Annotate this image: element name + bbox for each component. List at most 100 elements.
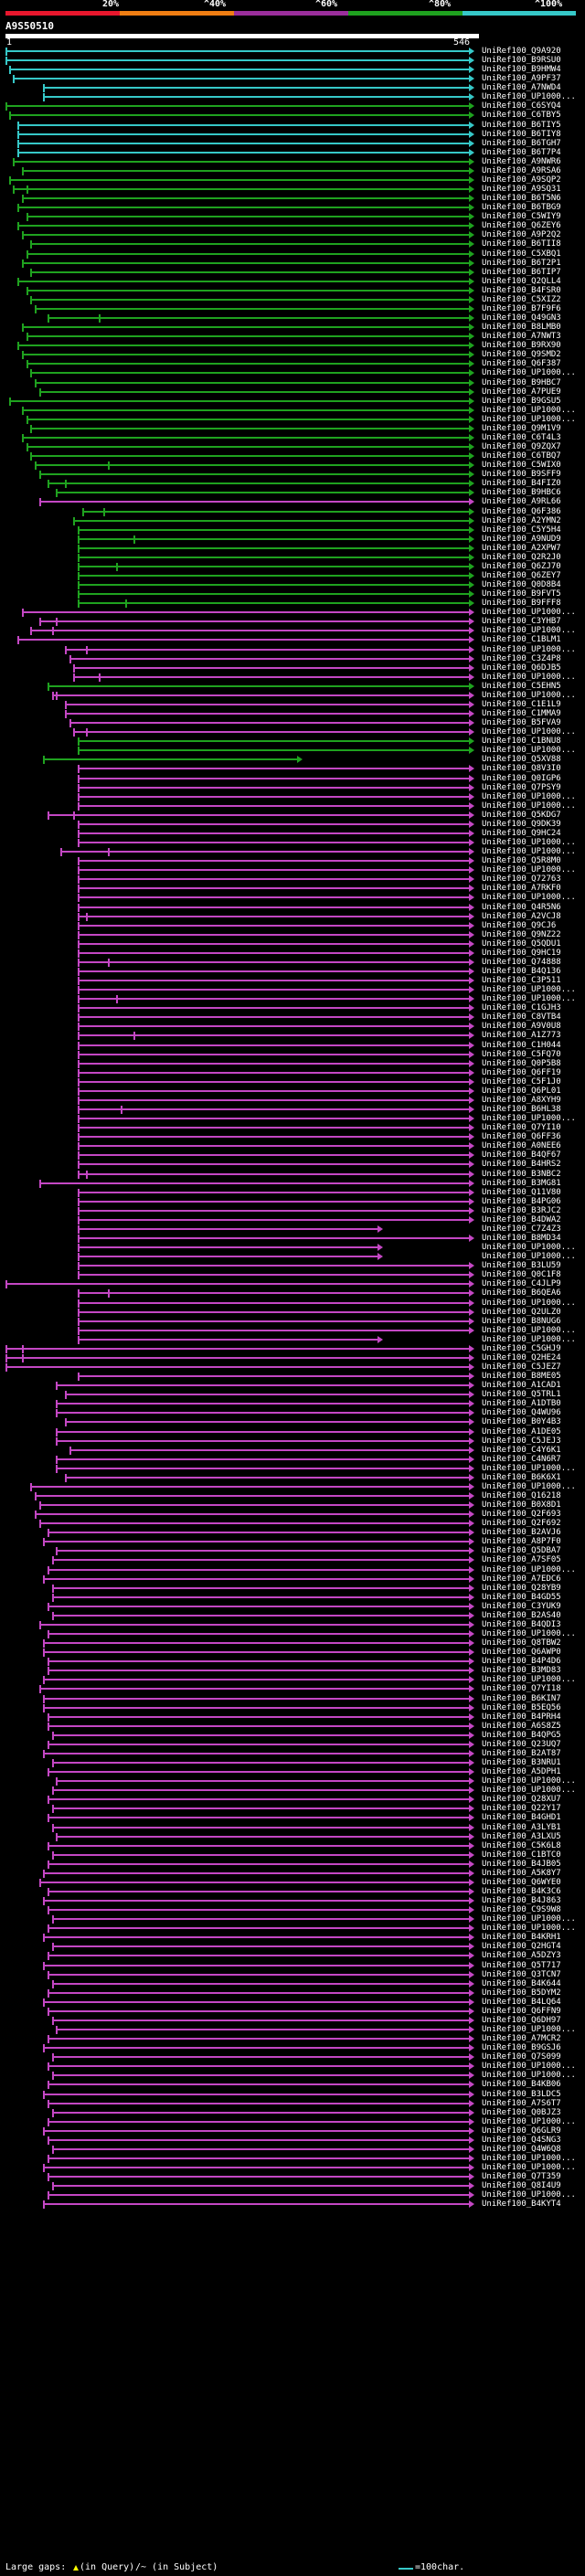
hit-label[interactable]: UniRef100_Q6DJB5 — [482, 663, 561, 673]
hit-label[interactable]: UniRef100_B9RX90 — [482, 341, 561, 350]
hit-row[interactable]: UniRef100_Q2QLL4 — [0, 278, 585, 286]
hit-row[interactable]: UniRef100_UP1000... — [0, 2155, 585, 2163]
hit-row[interactable]: UniRef100_A9RSA6 — [0, 167, 585, 175]
hit-row[interactable]: UniRef100_B4PG06 — [0, 1198, 585, 1206]
hit-row[interactable]: UniRef100_B4FIZ0 — [0, 480, 585, 488]
hit-row[interactable]: UniRef100_A7NWT3 — [0, 333, 585, 341]
hit-label[interactable]: UniRef100_Q28YB9 — [482, 1584, 561, 1593]
hit-label[interactable]: UniRef100_Q9HC24 — [482, 829, 561, 838]
hit-row[interactable]: UniRef100_Q4R5N6 — [0, 904, 585, 912]
hit-label[interactable]: UniRef100_UP1000... — [482, 415, 576, 424]
hit-label[interactable]: UniRef100_C5WIX0 — [482, 461, 561, 470]
hit-label[interactable]: UniRef100_Q74888 — [482, 958, 561, 967]
hit-label[interactable]: UniRef100_UP1000... — [482, 847, 576, 856]
hit-label[interactable]: UniRef100_C5XBQ1 — [482, 249, 561, 259]
hit-row[interactable]: UniRef100_UP1000... — [0, 1630, 585, 1638]
hit-row[interactable]: UniRef100_B4JB05 — [0, 1860, 585, 1869]
hit-row[interactable]: UniRef100_C3YHB7 — [0, 618, 585, 626]
hit-row[interactable]: UniRef100_UP1000... — [0, 1244, 585, 1252]
hit-label[interactable]: UniRef100_UP1000... — [482, 985, 576, 994]
hit-row[interactable]: UniRef100_B4FSR0 — [0, 287, 585, 295]
hit-row[interactable]: UniRef100_A1DTB0 — [0, 1400, 585, 1408]
hit-row[interactable]: UniRef100_Q16218 — [0, 1492, 585, 1500]
hit-row[interactable]: UniRef100_Q9M1V9 — [0, 425, 585, 433]
hit-label[interactable]: UniRef100_Q0BJZ3 — [482, 2108, 561, 2117]
hit-label[interactable]: UniRef100_Q6FF19 — [482, 1068, 561, 1077]
hit-row[interactable]: UniRef100_B3LDC5 — [0, 2091, 585, 2099]
hit-label[interactable]: UniRef100_B4QDI3 — [482, 1620, 561, 1629]
hit-row[interactable]: UniRef100_Q6DH97 — [0, 2017, 585, 2025]
hit-label[interactable]: UniRef100_UP1000... — [482, 626, 576, 635]
hit-label[interactable]: UniRef100_C5Y5H4 — [482, 525, 561, 535]
hit-row[interactable]: UniRef100_B8NUG6 — [0, 1318, 585, 1326]
hit-row[interactable]: UniRef100_Q6ZJ70 — [0, 563, 585, 571]
hit-label[interactable]: UniRef100_B4FIZ0 — [482, 479, 561, 488]
hit-label[interactable]: UniRef100_Q0D8B4 — [482, 580, 561, 589]
hit-label[interactable]: UniRef100_B6T5N6 — [482, 194, 561, 203]
hit-label[interactable]: UniRef100_A7PUE9 — [482, 387, 561, 397]
hit-label[interactable]: UniRef100_Q6F386 — [482, 507, 561, 516]
hit-row[interactable]: UniRef100_UP1000... — [0, 802, 585, 811]
hit-row[interactable]: UniRef100_B9RX90 — [0, 342, 585, 350]
hit-label[interactable]: UniRef100_UP1000... — [482, 1776, 576, 1786]
hit-label[interactable]: UniRef100_Q23UQ7 — [482, 1740, 561, 1749]
hit-label[interactable]: UniRef100_UP1000... — [482, 1464, 576, 1473]
hit-row[interactable]: UniRef100_C3YUK9 — [0, 1603, 585, 1611]
hit-label[interactable]: UniRef100_C5FQ70 — [482, 1050, 561, 1059]
hit-row[interactable]: UniRef100_C5JEZ7 — [0, 1363, 585, 1372]
hit-row[interactable]: UniRef100_B4HRS2 — [0, 1161, 585, 1169]
hit-label[interactable]: UniRef100_UP1000... — [482, 792, 576, 801]
hit-label[interactable]: UniRef100_A9SQP2 — [482, 175, 561, 185]
hit-label[interactable]: UniRef100_B4GHD1 — [482, 1813, 561, 1822]
hit-label[interactable]: UniRef100_UP1000... — [482, 2062, 576, 2071]
hit-row[interactable]: UniRef100_A9RL66 — [0, 498, 585, 506]
hit-row[interactable]: UniRef100_B4KYT4 — [0, 2200, 585, 2209]
hit-label[interactable]: UniRef100_Q2F692 — [482, 1519, 561, 1528]
hit-label[interactable]: UniRef100_UP1000... — [482, 1252, 576, 1261]
hit-row[interactable]: UniRef100_B6TIY8 — [0, 131, 585, 139]
hit-row[interactable]: UniRef100_UP1000... — [0, 1299, 585, 1308]
hit-label[interactable]: UniRef100_B4K3C6 — [482, 1887, 561, 1896]
hit-label[interactable]: UniRef100_C1BTC0 — [482, 1850, 561, 1860]
hit-row[interactable]: UniRef100_C1E1L9 — [0, 701, 585, 709]
hit-label[interactable]: UniRef100_Q0IGP6 — [482, 774, 561, 783]
hit-label[interactable]: UniRef100_B6TBG9 — [482, 203, 561, 212]
hit-label[interactable]: UniRef100_B6TII8 — [482, 239, 561, 249]
hit-label[interactable]: UniRef100_B4KRH1 — [482, 1933, 561, 1942]
hit-row[interactable]: UniRef100_UP1000... — [0, 93, 585, 101]
hit-row[interactable]: UniRef100_C5EHN5 — [0, 683, 585, 691]
hit-label[interactable]: UniRef100_B9FFF8 — [482, 599, 561, 608]
hit-row[interactable]: UniRef100_Q2F693 — [0, 1511, 585, 1519]
hit-label[interactable]: UniRef100_B4JB05 — [482, 1860, 561, 1869]
hit-label[interactable]: UniRef100_A6S8Z5 — [482, 1722, 561, 1731]
hit-label[interactable]: UniRef100_A2YMN2 — [482, 516, 561, 525]
hit-row[interactable]: UniRef100_C5Y5H4 — [0, 526, 585, 535]
hit-label[interactable]: UniRef100_C1E1L9 — [482, 700, 561, 709]
hit-label[interactable]: UniRef100_A1CAD1 — [482, 1381, 561, 1390]
hit-row[interactable]: UniRef100_A2VCJ8 — [0, 913, 585, 921]
hit-row[interactable]: UniRef100_Q9SMD2 — [0, 351, 585, 359]
hit-label[interactable]: UniRef100_B6QEA6 — [482, 1288, 561, 1298]
hit-row[interactable]: UniRef100_B6QEA6 — [0, 1289, 585, 1298]
hit-row[interactable]: UniRef100_Q7T359 — [0, 2173, 585, 2181]
hit-row[interactable]: UniRef100_B4QPG5 — [0, 1732, 585, 1740]
hit-row[interactable]: UniRef100_A7PUE9 — [0, 388, 585, 397]
hit-row[interactable]: UniRef100_B9HMW4 — [0, 66, 585, 74]
hit-label[interactable]: UniRef100_C4N6R7 — [482, 1455, 561, 1464]
hit-row[interactable]: UniRef100_A7RKF0 — [0, 885, 585, 893]
hit-label[interactable]: UniRef100_C4JLP9 — [482, 1279, 561, 1288]
hit-row[interactable]: UniRef100_Q74888 — [0, 959, 585, 967]
hit-label[interactable]: UniRef100_UP1000... — [482, 1114, 576, 1123]
hit-label[interactable]: UniRef100_A3LYB1 — [482, 1823, 561, 1832]
hit-label[interactable]: UniRef100_B9GSJ6 — [482, 2043, 561, 2052]
hit-row[interactable]: UniRef100_UP1000... — [0, 1115, 585, 1123]
hit-label[interactable]: UniRef100_Q7PSY9 — [482, 783, 561, 792]
hit-label[interactable]: UniRef100_A2VCJ8 — [482, 912, 561, 921]
hit-label[interactable]: UniRef100_Q9NZ22 — [482, 930, 561, 939]
hit-label[interactable]: UniRef100_UP1000... — [482, 893, 576, 902]
hit-row[interactable]: UniRef100_Q9HC24 — [0, 830, 585, 838]
hit-label[interactable]: UniRef100_B6T2P1 — [482, 259, 561, 268]
hit-label[interactable]: UniRef100_Q7S099 — [482, 2052, 561, 2062]
hit-row[interactable]: UniRef100_UP1000... — [0, 747, 585, 755]
hit-row[interactable]: UniRef100_C5XBQ1 — [0, 250, 585, 259]
